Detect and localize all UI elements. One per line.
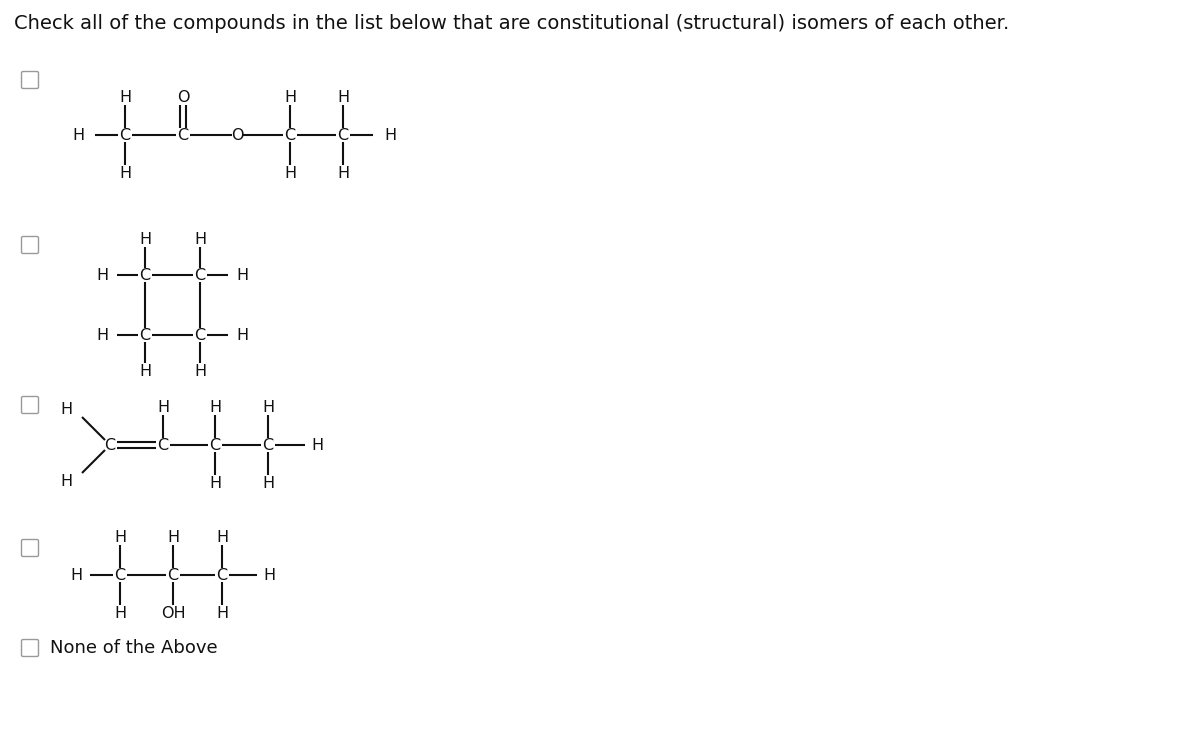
Text: H: H: [284, 90, 296, 104]
Text: H: H: [236, 327, 248, 343]
Text: C: C: [168, 567, 179, 583]
FancyBboxPatch shape: [22, 71, 38, 89]
Text: C: C: [114, 567, 126, 583]
Text: C: C: [194, 327, 205, 343]
Text: H: H: [139, 231, 151, 247]
Text: C: C: [337, 128, 348, 142]
Text: H: H: [119, 90, 131, 104]
Text: H: H: [194, 363, 206, 379]
Text: H: H: [311, 437, 323, 452]
Text: None of the Above: None of the Above: [50, 639, 217, 657]
Text: H: H: [209, 476, 221, 490]
Text: H: H: [60, 473, 72, 489]
Text: H: H: [70, 567, 82, 583]
Text: O: O: [176, 90, 190, 104]
Text: H: H: [263, 567, 275, 583]
FancyBboxPatch shape: [22, 396, 38, 413]
Text: H: H: [337, 90, 349, 104]
Text: C: C: [284, 128, 295, 142]
Text: H: H: [216, 529, 228, 545]
Text: C: C: [139, 327, 150, 343]
Text: OH: OH: [161, 606, 185, 620]
Text: C: C: [178, 128, 188, 142]
Text: O: O: [230, 128, 244, 142]
Text: H: H: [72, 128, 84, 142]
FancyBboxPatch shape: [22, 639, 38, 656]
Text: Check all of the compounds in the list below that are constitutional (structural: Check all of the compounds in the list b…: [14, 14, 1009, 33]
Text: H: H: [114, 606, 126, 620]
Text: H: H: [139, 363, 151, 379]
Text: C: C: [104, 437, 115, 452]
Text: H: H: [157, 399, 169, 415]
Text: H: H: [194, 231, 206, 247]
Text: H: H: [337, 165, 349, 181]
Text: H: H: [384, 128, 396, 142]
Text: H: H: [60, 401, 72, 416]
Text: C: C: [157, 437, 168, 452]
FancyBboxPatch shape: [22, 539, 38, 556]
Text: C: C: [120, 128, 131, 142]
Text: H: H: [284, 165, 296, 181]
Text: C: C: [263, 437, 274, 452]
Text: H: H: [167, 529, 179, 545]
FancyBboxPatch shape: [22, 236, 38, 253]
Text: H: H: [119, 165, 131, 181]
Text: H: H: [114, 529, 126, 545]
Text: C: C: [216, 567, 228, 583]
Text: C: C: [210, 437, 221, 452]
Text: C: C: [194, 267, 205, 283]
Text: H: H: [97, 327, 109, 343]
Text: H: H: [209, 399, 221, 415]
Text: H: H: [236, 267, 248, 283]
Text: H: H: [216, 606, 228, 620]
Text: H: H: [262, 476, 274, 490]
Text: C: C: [139, 267, 150, 283]
Text: H: H: [262, 399, 274, 415]
Text: H: H: [97, 267, 109, 283]
